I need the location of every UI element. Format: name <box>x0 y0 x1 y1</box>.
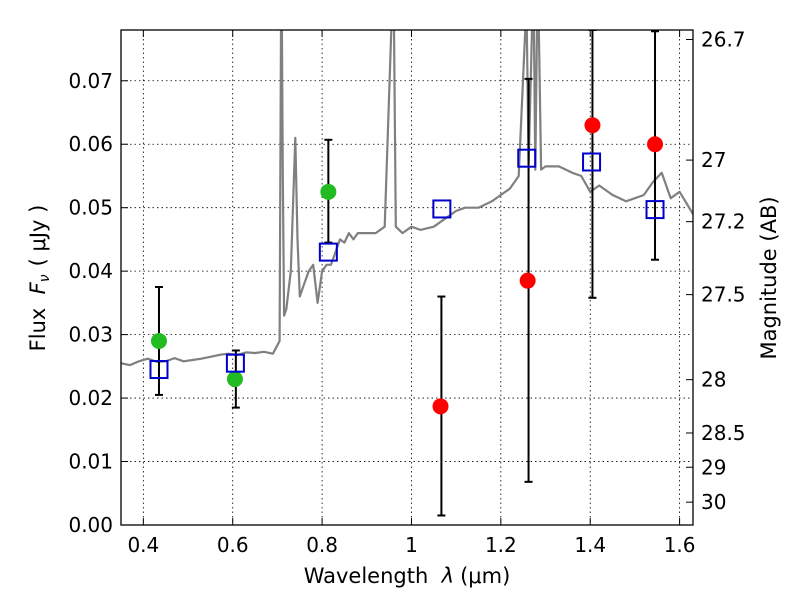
x-tick-label: 0.6 <box>217 533 249 557</box>
y-tick-label: 0.07 <box>68 69 113 93</box>
right-tick-label: 28 <box>701 368 726 392</box>
data-point <box>517 148 537 168</box>
y-axis-label-unit: ( μJy ) <box>26 205 50 267</box>
x-axis-label: Wavelength λ (μm) <box>304 564 511 588</box>
data-point <box>225 353 245 373</box>
model-spectrum-layer <box>121 30 693 367</box>
y-axis-label-symbol: F <box>26 281 50 294</box>
y-axis-label-sub: ν <box>37 274 53 282</box>
error-bar-layer <box>154 30 660 517</box>
y-tick-label: 0.03 <box>68 323 113 347</box>
model-spectrum-line <box>121 30 693 367</box>
right-tick-label: 29 <box>701 455 726 479</box>
data-point <box>150 332 167 349</box>
x-axis-label-unit: (μm) <box>460 564 510 588</box>
y-axis-ticks: 0.00 0.01 0.02 0.03 0.04 0.05 0.06 0.07 <box>68 69 128 537</box>
right-tick-label: 26.7 <box>701 28 746 52</box>
marker-layer <box>149 117 665 415</box>
x-tick-label: 1.6 <box>664 533 696 557</box>
data-point <box>318 242 338 262</box>
right-tick-label: 28.5 <box>701 421 746 445</box>
x-tick-label: 1 <box>405 533 418 557</box>
x-tick-label: 1.2 <box>485 533 517 557</box>
y-tick-label: 0.02 <box>68 386 113 410</box>
y-tick-label: 0.06 <box>68 132 113 156</box>
y-tick-label: 0.00 <box>68 513 113 537</box>
data-point <box>320 183 337 200</box>
right-axis-ticks: 26.7 27 27.2 27.5 28 28.5 29 30 <box>686 28 746 514</box>
y-axis-label: Flux Fν ( μJy ) <box>26 205 53 352</box>
data-point <box>582 152 602 172</box>
data-point <box>645 200 665 220</box>
data-point <box>584 117 601 134</box>
x-tick-label: 1.4 <box>574 533 606 557</box>
y-tick-label: 0.04 <box>68 259 113 283</box>
plot-frame <box>120 29 694 526</box>
data-point <box>149 360 169 380</box>
data-point <box>226 371 243 388</box>
right-tick-label: 27.5 <box>701 283 746 307</box>
x-axis-ticks: 0.4 0.6 0.8 1 1.2 1.4 1.6 <box>127 30 696 557</box>
right-tick-label: 27 <box>701 148 726 172</box>
x-tick-label: 0.8 <box>306 533 338 557</box>
x-axis-label-prefix: Wavelength <box>304 564 442 588</box>
y-tick-label: 0.01 <box>68 450 113 474</box>
data-point <box>432 398 449 415</box>
right-tick-label: 27.2 <box>701 210 746 234</box>
data-point <box>647 136 664 153</box>
y-axis-label-prefix: Flux <box>26 294 50 351</box>
data-point <box>432 199 452 219</box>
x-tick-label: 0.4 <box>127 533 159 557</box>
right-tick-label: 30 <box>701 490 726 514</box>
right-axis-label: Magnitude (AB) <box>757 196 781 359</box>
grid <box>121 30 693 526</box>
data-point <box>519 272 536 289</box>
x-axis-label-symbol: λ <box>441 564 454 588</box>
y-tick-label: 0.05 <box>68 196 113 220</box>
